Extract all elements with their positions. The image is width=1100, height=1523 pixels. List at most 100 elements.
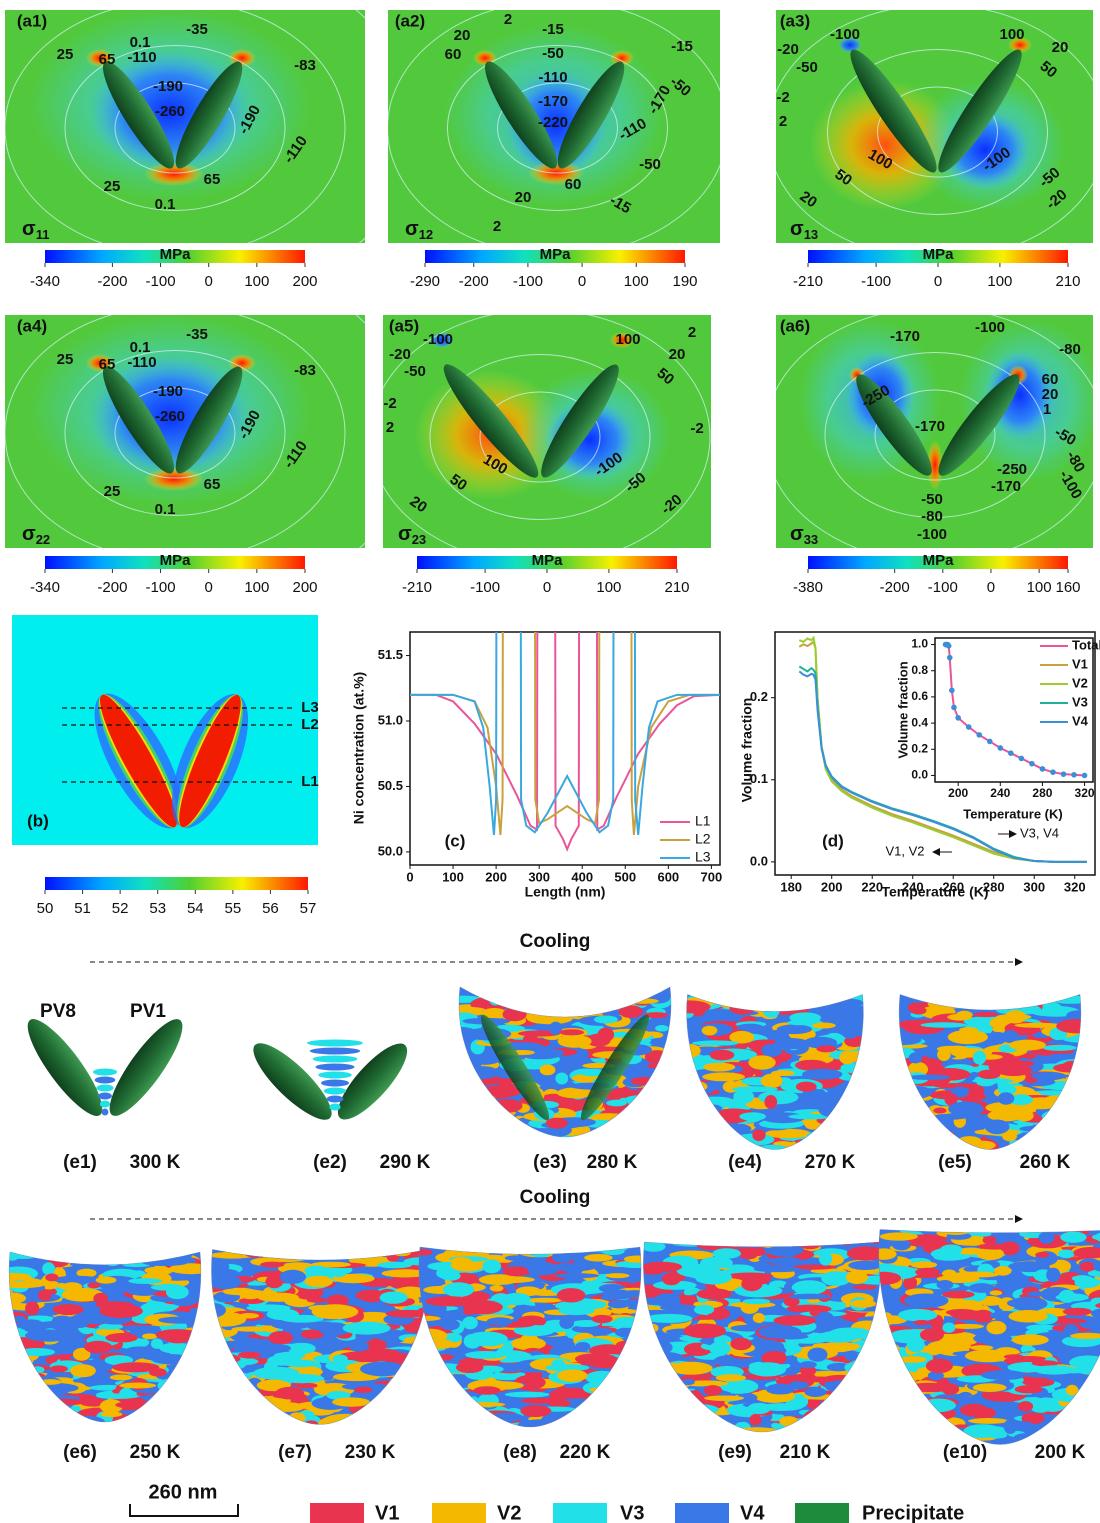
variant-domain [433,1399,475,1405]
variant-domain [981,997,1000,1008]
variant-domain [488,991,503,1005]
variant-domain [381,1391,403,1401]
variant-domain [609,1384,631,1389]
variant-domain [682,1379,695,1385]
y-tick-label: 0.0 [911,768,928,782]
variant-domain [0,1281,45,1288]
variant-domain [421,1339,455,1349]
variant-domain [96,1277,117,1284]
variant-domain [200,1387,245,1401]
contour-label: -83 [294,57,316,74]
variant-domain [755,1000,772,1007]
variant-domain [662,1272,681,1285]
variant-domain [697,1124,724,1134]
symbol: σ [398,523,412,545]
x-axis-label: Temperature (K) [881,884,988,900]
nucleus [95,1077,116,1084]
variant-domain [414,1355,435,1362]
legend-label: V4 [1072,713,1089,728]
variant-domain [603,1290,633,1300]
variant-domain [647,1063,673,1069]
contour-label: -170 [538,93,568,110]
colorbar-tick-label: -340 [30,579,60,596]
variant-domain [838,1412,852,1426]
colorbar-tick-label: 0 [987,579,995,596]
variant-domain [1062,1120,1075,1130]
contour-label: 0.1 [155,501,176,518]
variant-domain [119,1382,156,1388]
variant-domain [903,1086,932,1099]
variant-domain [950,1311,969,1317]
variant-domain [1065,1423,1087,1434]
variant-domain [789,1294,831,1300]
martensite-variants [398,1242,660,1432]
legend-label: V1 [375,1502,399,1523]
variant-domain [668,1144,716,1149]
variant-domain [720,998,757,1010]
variant-domain [653,1376,686,1390]
marker [949,688,955,694]
variant-domain [559,1029,584,1035]
panel-label: (e4) [728,1152,762,1173]
y-axis-label: Ni concentration (at.%) [351,672,367,824]
contour-label: 20 [669,346,686,363]
variant-domain [909,1075,951,1080]
variant-domain [551,1360,565,1367]
variant-domain [857,1394,879,1402]
variant-domain [142,1259,188,1266]
variant-domain [995,1432,1007,1438]
variant-domain [637,1108,652,1113]
variant-domain [1071,1416,1100,1429]
y-axis-label: Volume fraction [895,661,910,758]
x-tick-label: 100 [442,869,464,884]
variant-domain [741,1277,762,1291]
variant-domain [465,1351,506,1359]
variant-domain [231,1326,273,1331]
variant-domain [606,1100,627,1107]
variant-domain [447,1066,476,1074]
variant-domain [1038,1232,1054,1244]
variant-domain [615,1365,639,1372]
variant-domain [179,1381,211,1390]
marker [1029,761,1035,767]
colorbar-tick-label: 52 [112,900,129,917]
temperature: 260 K [1020,1152,1071,1173]
variant-domain [158,1378,188,1393]
contour-label: -100 [423,331,453,348]
variant-domain [395,1401,420,1414]
legend-swatch [432,1503,486,1523]
variant-domain [12,1415,55,1421]
variant-domain [1096,1428,1100,1436]
variant-domain [628,998,659,1003]
variant-domain [202,1381,235,1396]
y-tick-label: 50.0 [378,843,403,858]
variant-domain [625,1107,665,1113]
colorbar-tick-label: 200 [292,273,317,290]
variant-domain [680,1404,719,1415]
variant-domain [479,1111,508,1125]
variant-domain [87,1253,109,1263]
contour-label: 25 [104,178,121,195]
variant-domain [586,1356,623,1368]
variant-domain [571,998,610,1006]
variant-domain [467,1114,507,1123]
variant-domain [205,1361,246,1370]
variant-domain [520,1405,551,1417]
nucleus [327,1096,344,1103]
variant-domain [795,1422,828,1437]
variant-domain [7,1406,50,1418]
variant-domain [814,994,843,1005]
variant-domain [812,1131,832,1144]
panel-label: (e9) [718,1442,752,1463]
variant-domain [851,1425,868,1432]
variant-domain [796,1082,817,1092]
variant-domain [592,1315,613,1323]
variant-domain [627,1414,668,1422]
variant-domain [1076,1396,1100,1409]
marker [1061,771,1067,777]
variant-domain [926,1359,953,1374]
variant-domain [802,1145,844,1150]
marker [1008,750,1014,756]
variant-domain [419,1350,436,1358]
variant-domain [526,1298,563,1303]
